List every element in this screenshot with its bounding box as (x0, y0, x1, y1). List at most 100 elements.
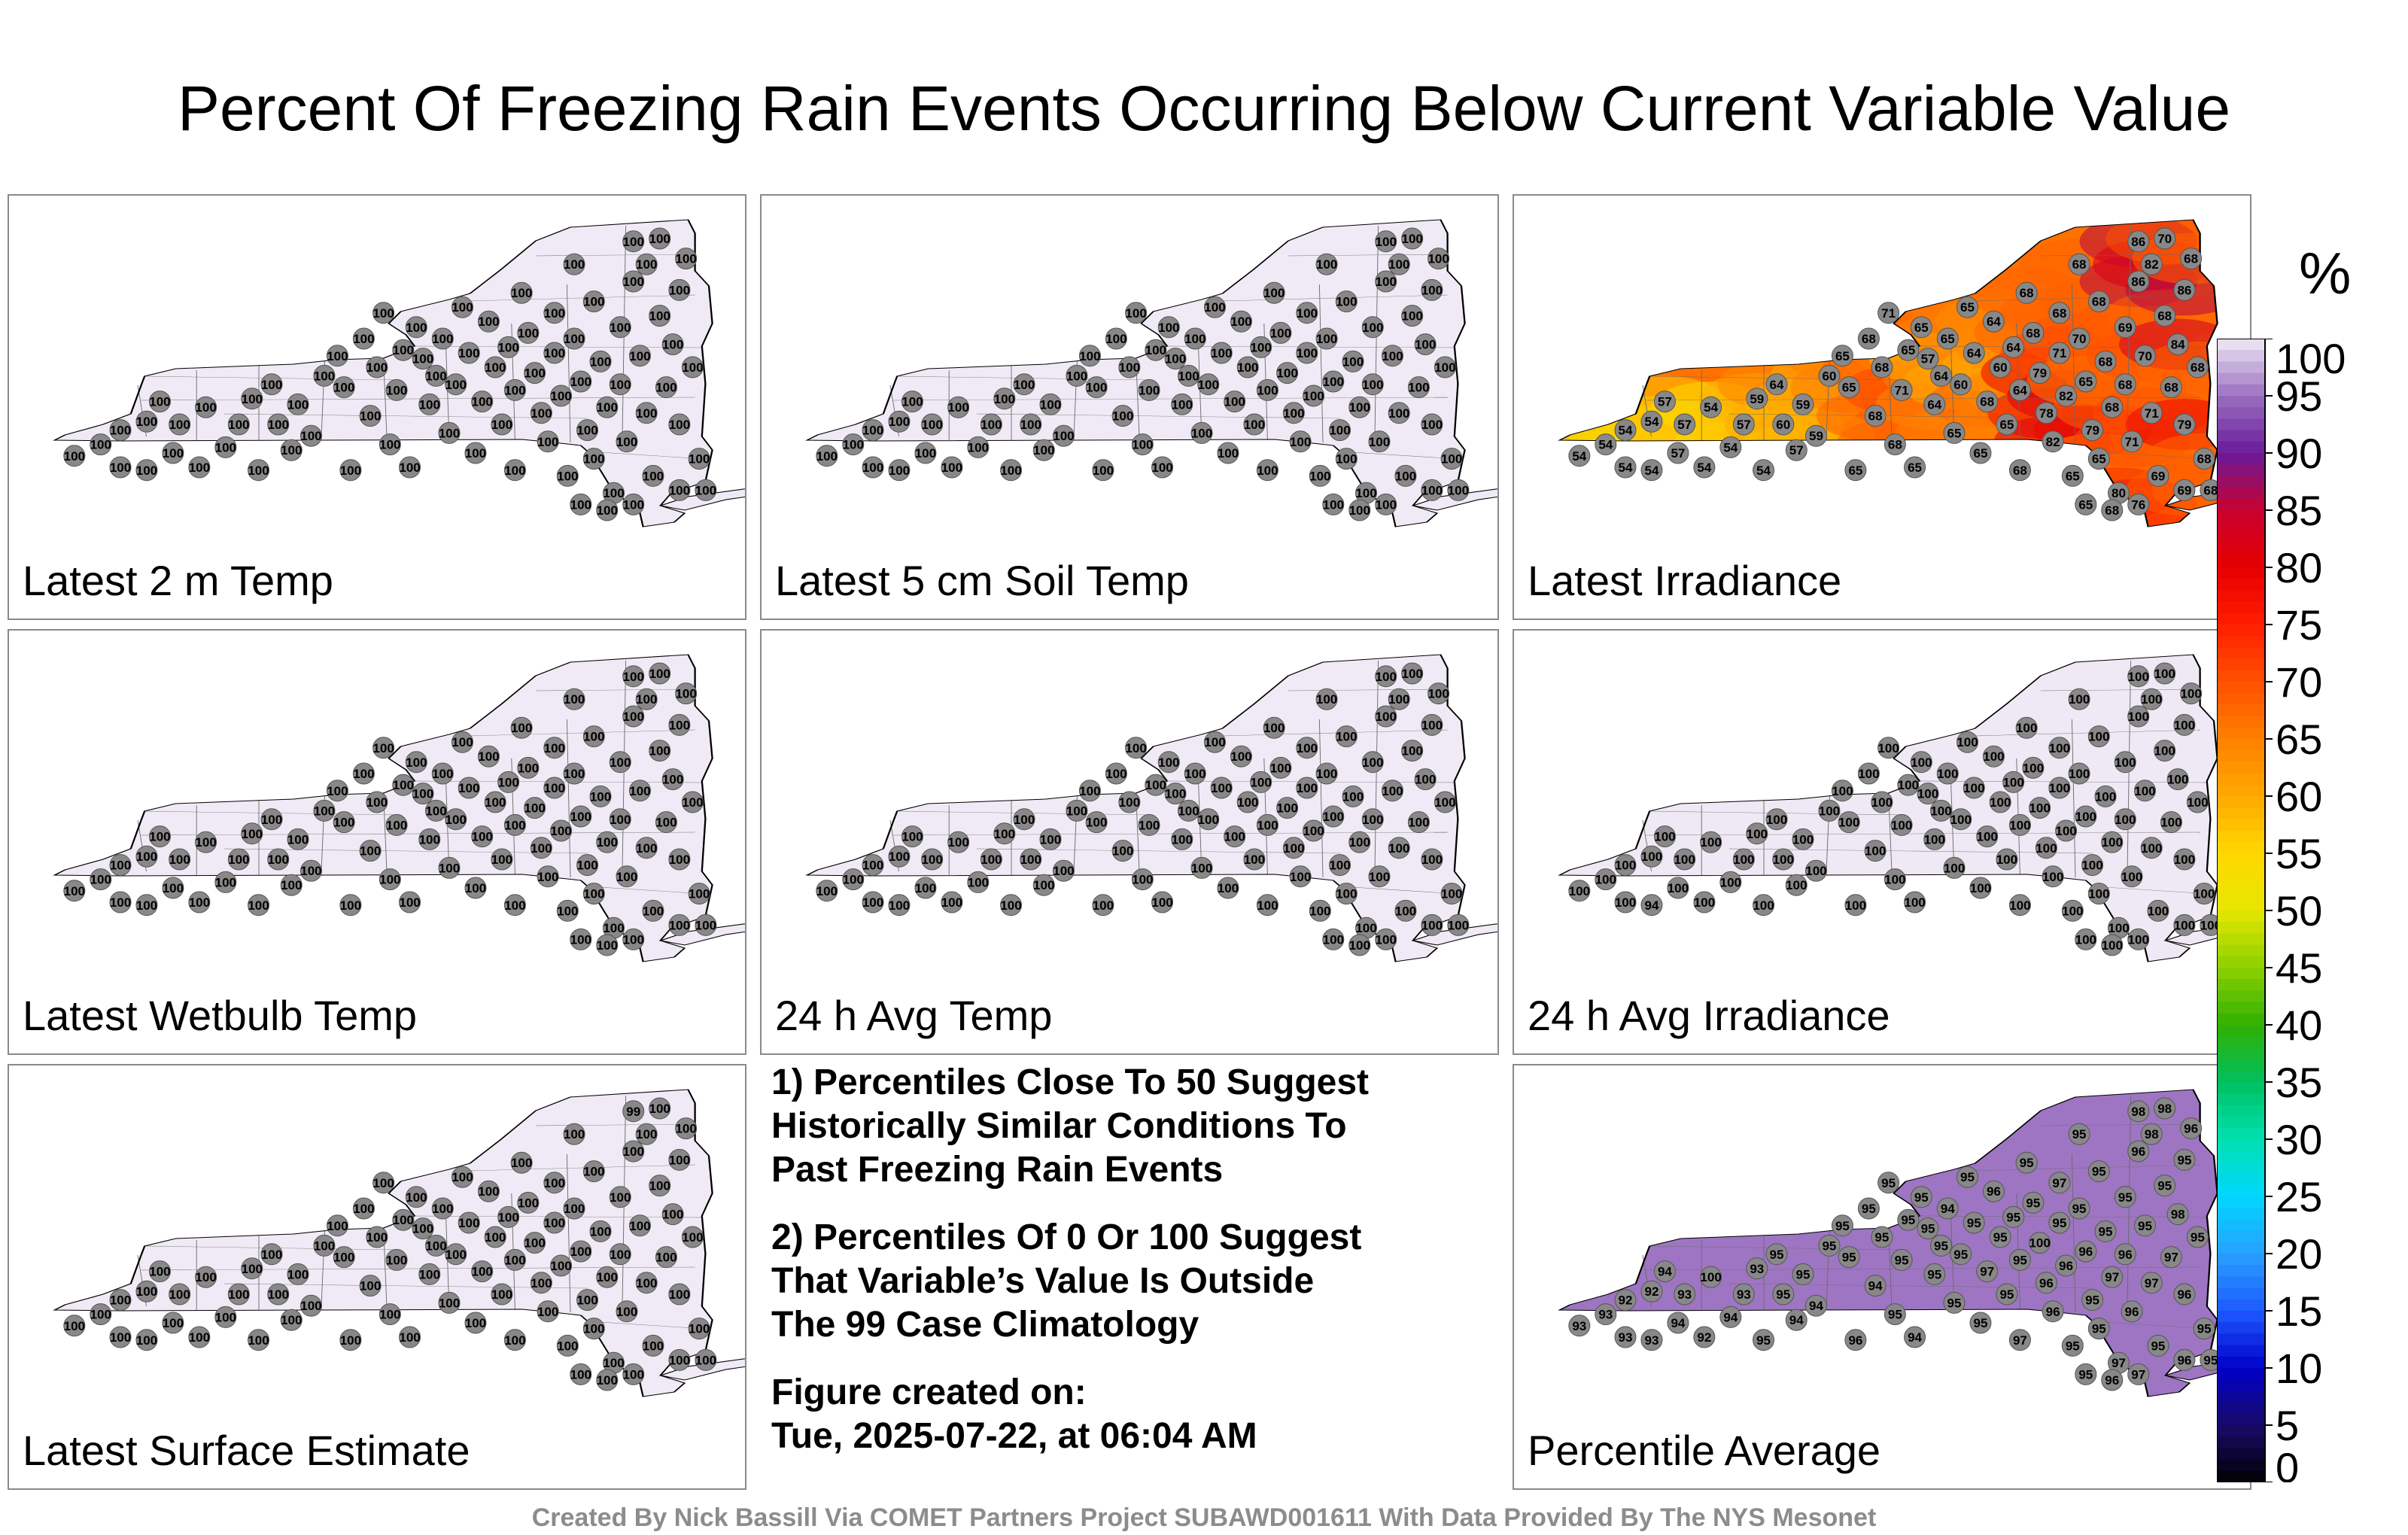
station-value: 100 (136, 1284, 157, 1299)
station-marker: 100 (1381, 345, 1403, 367)
station-marker: 100 (1348, 831, 1371, 853)
station-marker: 94 (1936, 1197, 1959, 1220)
station-value: 100 (1020, 418, 1041, 432)
station-value: 100 (537, 870, 558, 884)
station-value: 100 (412, 1222, 433, 1236)
station-value: 100 (2115, 813, 2136, 827)
station-marker: 95 (1917, 1217, 1939, 1240)
station-value: 100 (1237, 795, 1258, 810)
county-line (566, 719, 571, 878)
station-marker: 100 (109, 891, 132, 913)
station-marker: 100 (471, 391, 494, 413)
station-value: 100 (478, 749, 499, 764)
station-marker: 100 (1131, 868, 1154, 891)
station-value: 68 (2203, 483, 2218, 497)
station-value: 100 (1276, 366, 1297, 381)
station-marker: 94 (1864, 1275, 1887, 1297)
station-value: 57 (1921, 352, 1935, 366)
station-value: 100 (393, 343, 414, 357)
station-marker: 100 (1085, 376, 1108, 399)
colorbar-segment (2217, 1379, 2265, 1392)
station-value: 100 (889, 898, 910, 913)
station-value: 100 (1362, 755, 1383, 770)
station-marker: 100 (1375, 928, 1397, 950)
station-value: 100 (189, 895, 210, 910)
station-value: 100 (1408, 816, 1429, 830)
station-value: 57 (1677, 418, 1692, 432)
station-marker: 100 (385, 1248, 408, 1271)
station-value: 100 (994, 392, 1015, 406)
station-marker: 100 (1335, 883, 1358, 905)
station-value: 95 (2020, 1156, 2034, 1170)
station-marker: 100 (1210, 342, 1233, 364)
station-value: 86 (2131, 275, 2145, 289)
station-value: 60 (1822, 369, 1836, 383)
station-marker: 100 (1335, 725, 1358, 748)
station-marker: 100 (366, 356, 388, 378)
station-marker: 100 (1394, 464, 1417, 487)
station-marker: 100 (941, 456, 963, 479)
colorbar-segment (2217, 898, 2265, 911)
station-marker: 65 (2075, 493, 2097, 515)
station-value: 86 (2177, 283, 2191, 297)
station-value: 100 (340, 1333, 361, 1348)
station-value: 100 (669, 283, 690, 297)
station-marker: 100 (1296, 777, 1318, 799)
station-marker: 100 (425, 1234, 448, 1257)
station-value: 100 (1355, 486, 1376, 500)
station-marker: 100 (1407, 811, 1430, 834)
station-marker: 100 (517, 321, 540, 344)
station-marker: 100 (1381, 780, 1403, 802)
county-line (1728, 1283, 2093, 1289)
station-marker: 100 (1394, 899, 1417, 922)
station-marker: 96 (2042, 1300, 2064, 1323)
station-marker: 100 (609, 751, 631, 774)
station-marker: 100 (379, 1303, 401, 1326)
station-marker: 100 (464, 1312, 487, 1334)
station-marker: 100 (299, 859, 322, 882)
station-value: 79 (2085, 424, 2099, 438)
station-marker: 100 (616, 865, 638, 888)
station-marker: 70 (2068, 327, 2090, 350)
station-marker: 100 (675, 682, 698, 705)
station-marker: 100 (668, 1148, 691, 1171)
colorbar-unit: % (2299, 240, 2352, 306)
station-value: 100 (889, 850, 910, 864)
station-value: 100 (1615, 859, 1636, 873)
station-marker: 100 (1785, 874, 1808, 896)
station-marker: 100 (431, 1197, 454, 1220)
station-marker: 100 (1269, 321, 1292, 344)
station-value: 100 (968, 875, 989, 889)
station-marker: 100 (2140, 837, 2163, 859)
station-marker: 100 (503, 378, 526, 401)
station-marker: 100 (366, 791, 388, 813)
station-marker: 100 (576, 854, 599, 877)
station-value: 95 (1756, 1333, 1771, 1348)
station-marker: 100 (431, 762, 454, 785)
station-value: 60 (1776, 418, 1790, 432)
station-marker: 100 (1388, 837, 1410, 859)
station-marker: 100 (1032, 439, 1055, 461)
station-marker: 95 (1871, 1226, 1893, 1248)
long-island-outline (658, 1358, 745, 1381)
station-value: 100 (921, 853, 942, 867)
station-value: 100 (2009, 818, 2030, 832)
station-marker: 100 (135, 459, 158, 482)
station-marker: 100 (1388, 402, 1410, 424)
station-marker: 100 (576, 419, 599, 442)
station-value: 100 (1151, 895, 1172, 910)
station-marker: 100 (1224, 825, 1246, 848)
station-value: 100 (228, 1287, 249, 1302)
station-marker: 95 (2087, 1160, 2110, 1183)
station-marker: 100 (1164, 348, 1187, 370)
station-marker: 100 (980, 413, 1002, 436)
station-value: 100 (465, 881, 486, 895)
station-value: 100 (689, 887, 710, 901)
station-value: 100 (590, 354, 611, 369)
station-marker: 100 (109, 1326, 132, 1348)
station-value: 100 (636, 1127, 657, 1141)
map-panel-latest-surface-estimate: 100 100 100 100 100 100 100 100 100 100 100 100 100 1… (8, 1064, 746, 1490)
station-value: 68 (1874, 360, 1889, 375)
station-value: 68 (2099, 354, 2113, 369)
station-marker: 100 (188, 891, 211, 913)
